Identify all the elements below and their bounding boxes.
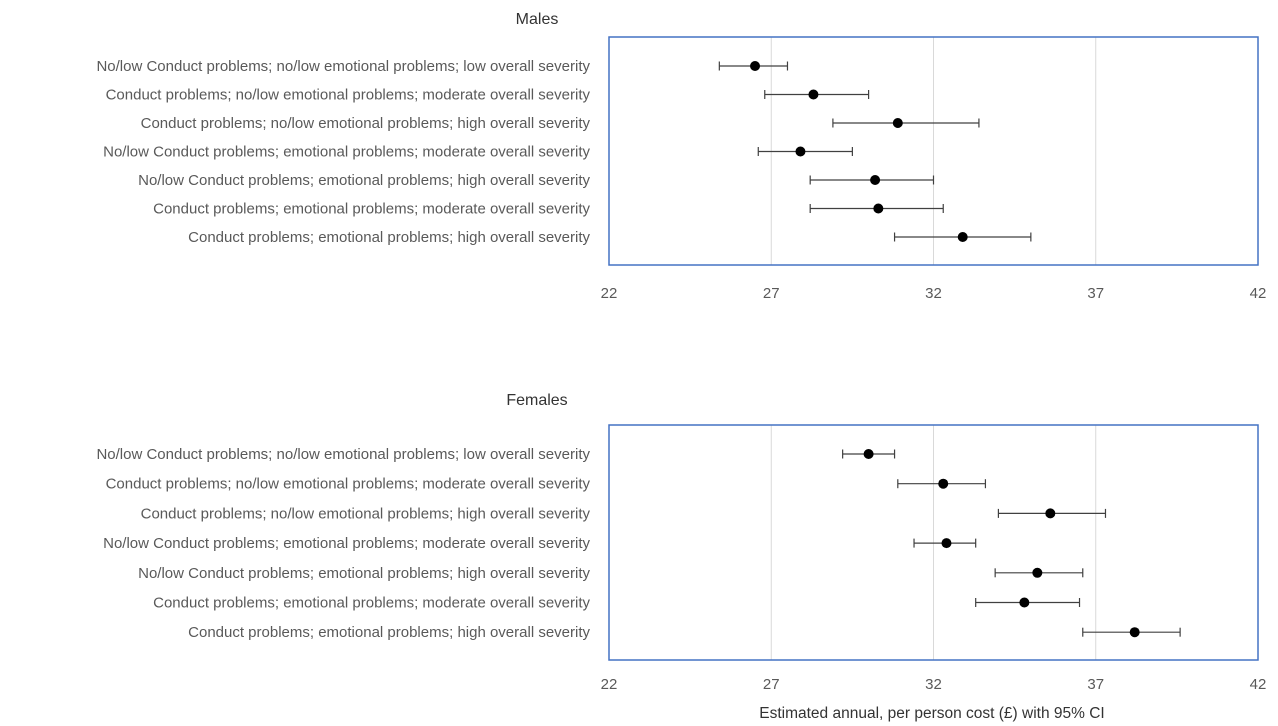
category-label: No/low Conduct problems; emotional probl… bbox=[103, 535, 590, 552]
category-label: Conduct problems; no/low emotional probl… bbox=[106, 476, 591, 493]
x-tick-label: 27 bbox=[763, 676, 780, 693]
x-tick-label: 27 bbox=[763, 285, 780, 302]
data-point bbox=[892, 118, 903, 128]
category-label: Conduct problems; no/low emotional probl… bbox=[106, 87, 591, 104]
data-point bbox=[1045, 508, 1056, 519]
data-point bbox=[870, 175, 881, 185]
data-point bbox=[941, 538, 952, 549]
category-label: No/low Conduct problems; no/low emotiona… bbox=[96, 58, 590, 75]
x-tick-label: 42 bbox=[1250, 676, 1267, 693]
data-point bbox=[1019, 597, 1030, 608]
plot-frame bbox=[608, 36, 1259, 266]
x-tick-label: 42 bbox=[1250, 285, 1267, 302]
category-label: Conduct problems; emotional problems; hi… bbox=[188, 624, 590, 641]
data-point bbox=[1032, 567, 1043, 578]
data-point bbox=[750, 61, 761, 71]
x-tick-label: 22 bbox=[601, 676, 618, 693]
data-point bbox=[808, 89, 819, 100]
data-point bbox=[1129, 627, 1140, 638]
data-point bbox=[873, 203, 884, 214]
category-label: No/low Conduct problems; emotional probl… bbox=[138, 565, 590, 582]
category-label: Conduct problems; no/low emotional probl… bbox=[141, 505, 591, 522]
x-tick-label: 32 bbox=[925, 285, 942, 302]
females-chart-title: Females bbox=[506, 392, 567, 409]
category-label: No/low Conduct problems; emotional probl… bbox=[103, 144, 590, 161]
data-point bbox=[795, 146, 806, 157]
x-tick-label: 32 bbox=[925, 676, 942, 693]
category-label: Conduct problems; emotional problems; mo… bbox=[153, 595, 590, 612]
category-label: No/low Conduct problems; no/low emotiona… bbox=[96, 446, 590, 463]
category-label: No/low Conduct problems; emotional probl… bbox=[138, 172, 590, 189]
plot-frame bbox=[608, 424, 1259, 661]
females-panel: Females Estimated annual, per person cos… bbox=[96, 392, 1266, 722]
x-tick-label: 22 bbox=[601, 285, 618, 302]
category-label: Conduct problems; no/low emotional probl… bbox=[141, 115, 591, 132]
category-label: Conduct problems; emotional problems; hi… bbox=[188, 229, 590, 246]
category-label: Conduct problems; emotional problems; mo… bbox=[153, 201, 590, 218]
x-tick-label: 37 bbox=[1087, 285, 1104, 302]
data-point bbox=[938, 478, 949, 489]
males-panel: Males 22 27 32 37 42 No/low Conduct problems;… bbox=[96, 11, 1266, 302]
x-axis-title: Estimated annual, per person cost (£) wi… bbox=[759, 705, 1104, 722]
data-point bbox=[957, 232, 968, 242]
x-tick-label: 37 bbox=[1087, 676, 1104, 693]
males-chart-title: Males bbox=[516, 11, 559, 28]
data-point bbox=[863, 449, 874, 459]
